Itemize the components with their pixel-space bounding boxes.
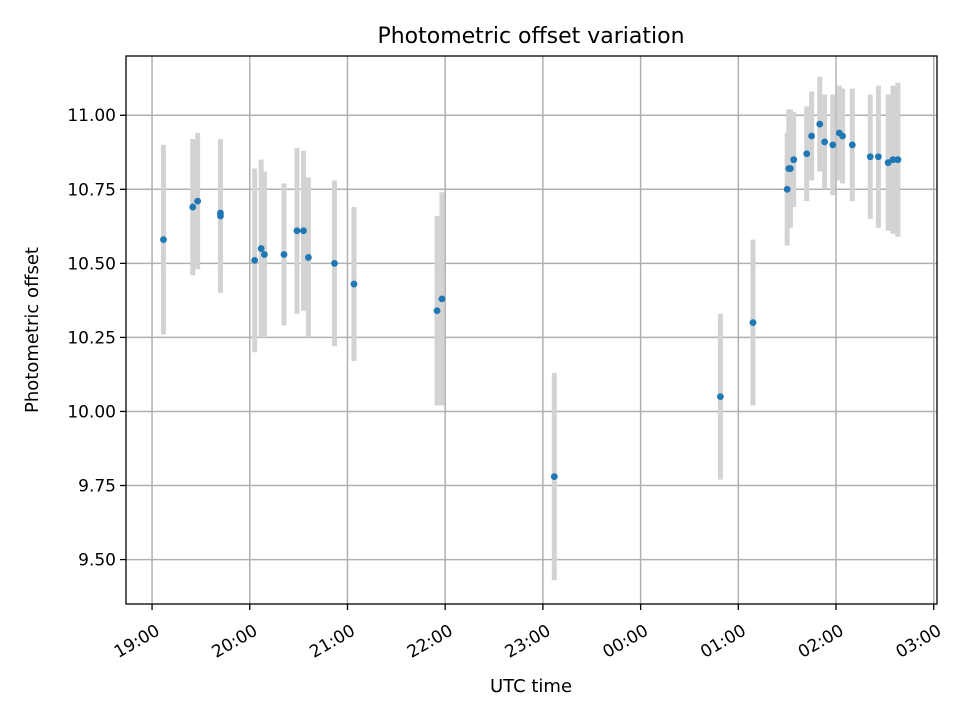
data-point <box>790 156 798 164</box>
data-point <box>874 153 882 161</box>
data-point <box>749 319 757 326</box>
data-point <box>300 227 307 235</box>
y-axis-ticks: 9.50 9.75 10.00 10.25 10.50 10.75 11.00 <box>67 106 126 571</box>
data-point <box>717 393 724 401</box>
data-point <box>217 212 224 220</box>
data-point <box>438 295 446 303</box>
data-point <box>783 185 791 193</box>
plot-frame <box>125 55 938 605</box>
data-point <box>160 236 167 244</box>
data-point <box>829 141 837 149</box>
data-point <box>894 156 902 164</box>
data-point <box>350 280 358 288</box>
y-tick-label: 9.75 <box>78 477 116 497</box>
data-point <box>866 153 874 161</box>
y-tick-label: 10.75 <box>67 180 116 200</box>
data-point <box>280 251 288 258</box>
y-tick-label: 9.50 <box>78 551 116 571</box>
data-point <box>331 259 338 267</box>
chart-title: Photometric offset variation <box>377 24 684 49</box>
data-point <box>261 251 268 258</box>
y-tick-label: 10.50 <box>67 254 116 274</box>
data-point <box>821 138 829 146</box>
data-point <box>816 120 824 128</box>
data-point <box>889 156 897 164</box>
y-tick-label: 10.00 <box>67 402 116 422</box>
data-point <box>257 245 265 252</box>
x-axis-label: UTC time <box>490 676 572 697</box>
data-point <box>808 132 816 140</box>
data-point <box>884 159 892 167</box>
data-point <box>803 150 811 158</box>
y-tick-label: 10.25 <box>67 328 116 348</box>
data-point <box>189 203 197 211</box>
data-point <box>848 141 856 149</box>
data-point <box>251 256 259 264</box>
data-point <box>839 132 846 140</box>
grid-layer <box>126 56 937 604</box>
data-point <box>433 307 441 315</box>
data-point <box>550 473 558 481</box>
data-point <box>304 254 312 261</box>
data-point <box>293 227 301 235</box>
y-tick-label: 11.00 <box>67 106 116 126</box>
data-point <box>787 165 794 172</box>
y-axis-label: Photometric offset <box>22 247 43 413</box>
data-point-layer <box>160 120 902 481</box>
data-point <box>194 197 202 205</box>
